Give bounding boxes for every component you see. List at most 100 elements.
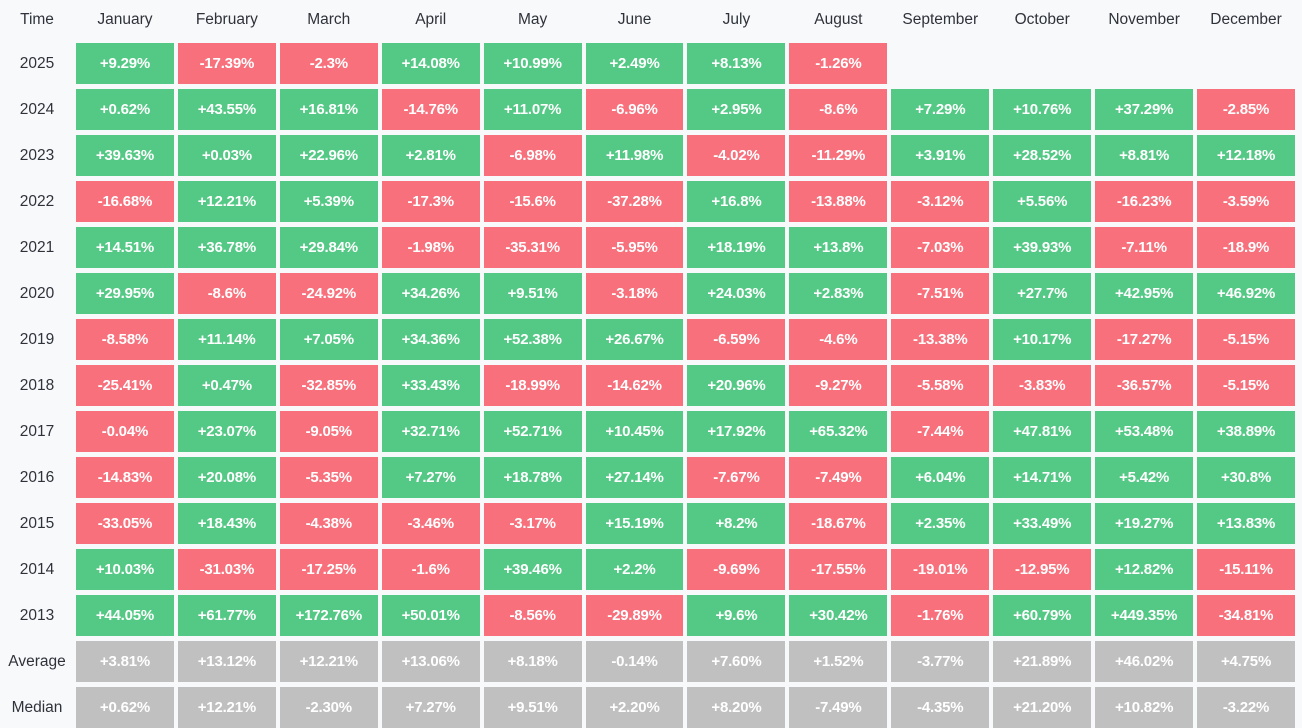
return-cell: -8.6% [177, 273, 276, 314]
return-cell: -14.76% [381, 89, 480, 130]
return-cell: +12.21% [177, 687, 276, 728]
return-cell: +12.21% [177, 181, 276, 222]
return-cell: +21.89% [993, 641, 1092, 682]
return-cell: -3.12% [891, 181, 990, 222]
return-cell: +52.38% [483, 319, 582, 360]
return-cell: +10.17% [993, 319, 1092, 360]
return-cell: -14.62% [585, 365, 684, 406]
return-cell: -17.27% [1095, 319, 1194, 360]
return-cell: +43.55% [177, 89, 276, 130]
return-cell: +5.42% [1095, 457, 1194, 498]
return-cell: +7.60% [687, 641, 786, 682]
return-cell: -5.58% [891, 365, 990, 406]
row-label: 2024 [19, 100, 55, 118]
row-label: 2018 [19, 376, 55, 394]
return-cell: -17.55% [789, 549, 888, 590]
return-cell: +53.48% [1095, 411, 1194, 452]
return-cell: +20.08% [177, 457, 276, 498]
row-label: 2013 [19, 606, 55, 624]
return-cell: +2.81% [381, 135, 480, 176]
month-header: June [617, 11, 652, 28]
return-cell: -6.96% [585, 89, 684, 130]
return-cell: +6.04% [891, 457, 990, 498]
row-label: 2015 [19, 514, 55, 532]
return-cell: +20.96% [687, 365, 786, 406]
return-cell: +2.20% [585, 687, 684, 728]
return-cell: -17.25% [279, 549, 378, 590]
return-cell: +2.35% [891, 503, 990, 544]
row-label: 2025 [19, 54, 55, 72]
return-cell: +10.99% [483, 43, 582, 84]
row-label: 2023 [19, 146, 55, 164]
return-cell: -13.88% [789, 181, 888, 222]
month-header: January [97, 11, 153, 28]
return-cell: +14.51% [76, 227, 174, 268]
return-cell: +5.56% [993, 181, 1092, 222]
return-cell: -8.6% [789, 89, 888, 130]
return-cell: +9.51% [483, 273, 582, 314]
corner-label-time: Time [20, 11, 54, 28]
month-header: September [902, 11, 979, 28]
return-cell: +50.01% [381, 595, 480, 636]
row-label: Median [11, 698, 63, 716]
empty-cell [1197, 43, 1295, 84]
row-label: 2020 [19, 284, 55, 302]
empty-cell [993, 43, 1091, 84]
return-cell: +3.91% [891, 135, 990, 176]
return-cell: -5.15% [1197, 365, 1295, 406]
return-cell: -7.49% [789, 687, 888, 728]
month-header: August [814, 11, 863, 28]
return-cell: -7.03% [891, 227, 990, 268]
return-cell: +2.2% [585, 549, 684, 590]
return-cell: -1.26% [789, 43, 888, 84]
return-cell: -37.28% [585, 181, 684, 222]
return-cell: -2.85% [1197, 89, 1295, 130]
month-header: March [307, 11, 351, 28]
return-cell: -7.11% [1095, 227, 1194, 268]
return-cell: -12.95% [993, 549, 1092, 590]
return-cell: +7.05% [279, 319, 378, 360]
return-cell: +13.8% [789, 227, 888, 268]
return-cell: -3.77% [891, 641, 990, 682]
return-cell: -7.67% [687, 457, 786, 498]
return-cell: -5.95% [585, 227, 684, 268]
return-cell: -18.9% [1197, 227, 1295, 268]
return-cell: +2.49% [585, 43, 684, 84]
return-cell: +14.71% [993, 457, 1092, 498]
return-cell: +8.2% [687, 503, 786, 544]
return-cell: -1.98% [381, 227, 480, 268]
return-cell: +44.05% [76, 595, 174, 636]
return-cell: +21.20% [993, 687, 1092, 728]
return-cell: -5.15% [1197, 319, 1295, 360]
return-cell: +24.03% [687, 273, 786, 314]
month-header: July [722, 11, 751, 28]
return-cell: -7.44% [891, 411, 990, 452]
return-cell: +23.07% [177, 411, 276, 452]
return-cell: -5.35% [279, 457, 378, 498]
row-label: 2017 [19, 422, 55, 440]
row-label: 2019 [19, 330, 55, 348]
return-cell: +60.79% [993, 595, 1092, 636]
return-cell: -33.05% [76, 503, 174, 544]
return-cell: +8.81% [1095, 135, 1194, 176]
row-label: 2014 [19, 560, 55, 578]
return-cell: +0.62% [76, 687, 174, 728]
return-cell: -24.92% [279, 273, 378, 314]
return-cell: -4.02% [687, 135, 786, 176]
return-cell: -13.38% [891, 319, 990, 360]
return-cell: +19.27% [1095, 503, 1194, 544]
return-cell: +9.6% [687, 595, 786, 636]
return-cell: +172.76% [279, 595, 378, 636]
return-cell: -9.69% [687, 549, 786, 590]
row-label: Average [8, 652, 66, 670]
return-cell: -1.76% [891, 595, 990, 636]
return-cell: +13.06% [381, 641, 480, 682]
return-cell: -9.05% [279, 411, 378, 452]
return-cell: +29.95% [76, 273, 174, 314]
return-cell: +28.52% [993, 135, 1092, 176]
return-cell: -34.81% [1197, 595, 1295, 636]
return-cell: -36.57% [1095, 365, 1194, 406]
return-cell: +65.32% [789, 411, 888, 452]
return-cell: +46.02% [1095, 641, 1194, 682]
